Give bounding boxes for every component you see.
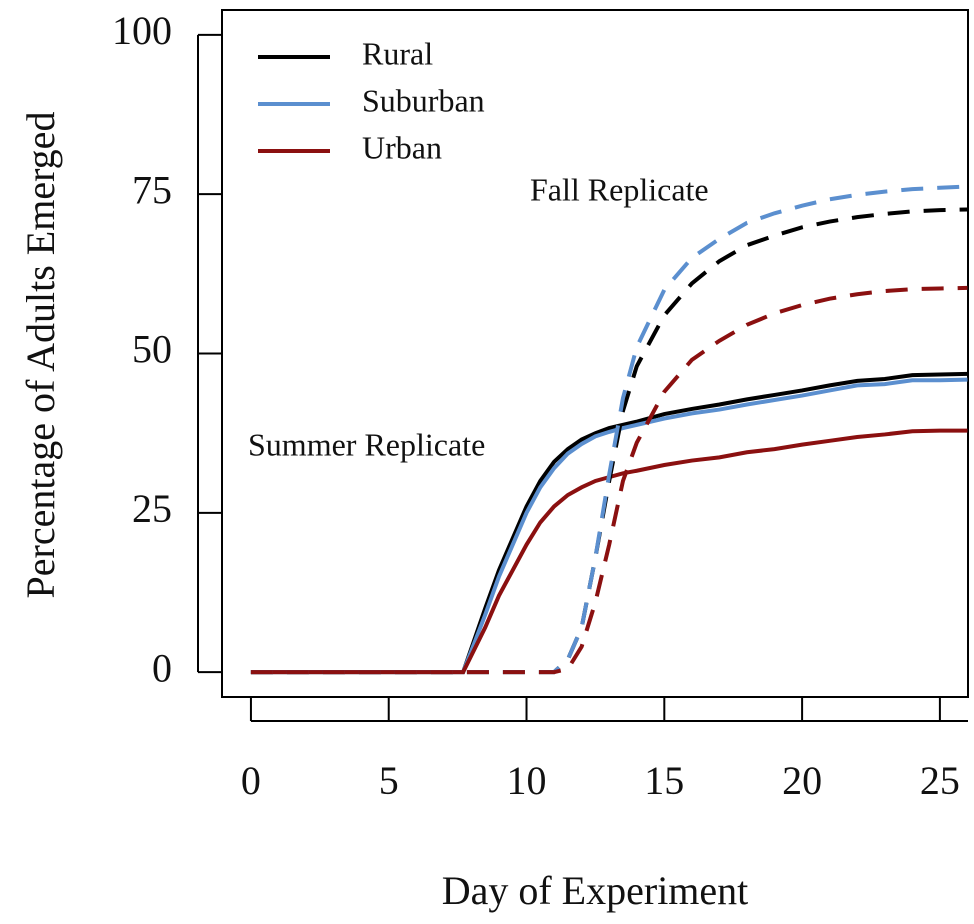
legend-label: Urban (362, 129, 442, 165)
summer-line (250, 371, 968, 675)
legend-label: Suburban (362, 82, 485, 118)
y-tick-label: 50 (132, 327, 172, 372)
x-axis-title: Day of Experiment (442, 868, 749, 913)
annotation: Fall Replicate (530, 171, 709, 207)
summer-line (250, 377, 968, 675)
y-tick-label: 75 (132, 167, 172, 212)
y-tick-label: 100 (112, 8, 172, 53)
y-tick-label: 25 (132, 486, 172, 531)
y-axis-title: Percentage of Adults Emerged (18, 112, 63, 599)
legend-label: Rural (362, 35, 433, 71)
plot-frame (221, 9, 969, 698)
x-tick-label: 0 (241, 758, 261, 803)
annotation: Summer Replicate (248, 426, 485, 462)
x-tick-label: 5 (379, 758, 399, 803)
x-tick-label: 10 (507, 758, 547, 803)
fall-line (250, 285, 968, 675)
x-tick-label: 15 (644, 758, 684, 803)
x-tick-label: 20 (782, 758, 822, 803)
x-tick-label: 25 (920, 758, 960, 803)
y-tick-label: 0 (152, 645, 172, 690)
